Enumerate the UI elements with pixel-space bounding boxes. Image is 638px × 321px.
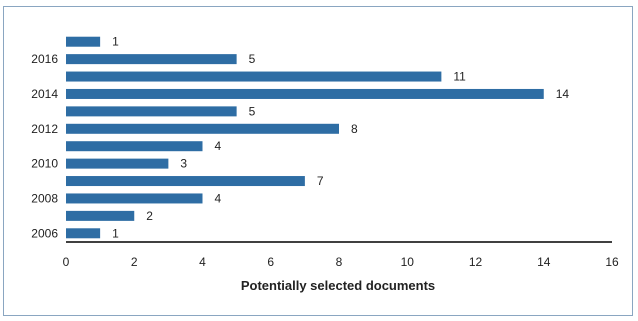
bar-2010: [66, 158, 169, 169]
x-tick-label-2: 2: [131, 255, 138, 269]
bar-2011: [66, 141, 203, 152]
bar-2014: [66, 88, 544, 99]
data-label-2006: 1: [112, 226, 119, 240]
bar-2012: [66, 123, 339, 134]
bars-group: [66, 36, 544, 239]
data-label-2011: 4: [215, 139, 222, 153]
y-ticks-group: 2006 2008 2010 2012 2014 2016: [31, 52, 58, 240]
x-ticks-group: 0 2 4 6 8 10 12 14 16: [63, 255, 619, 269]
data-label-2013: 5: [249, 104, 256, 118]
data-label-2010: 3: [180, 157, 187, 171]
bar-2009: [66, 176, 305, 187]
bar-2015: [66, 71, 442, 82]
y-tick-label-2012: 2012: [31, 122, 58, 136]
bar-2006: [66, 228, 101, 239]
x-axis-title: Potentially selected documents: [241, 278, 435, 293]
data-label-2014: 14: [556, 87, 570, 101]
x-tick-label-6: 6: [267, 255, 274, 269]
bar-2016: [66, 54, 237, 65]
data-label-2016: 5: [249, 52, 256, 66]
x-tick-label-16: 16: [605, 255, 619, 269]
bar-2007: [66, 210, 135, 221]
data-label-2008: 4: [215, 191, 222, 205]
x-tick-label-8: 8: [336, 255, 343, 269]
y-tick-label-2008: 2008: [31, 191, 58, 205]
bar-2008: [66, 193, 203, 204]
data-label-2017: 1: [112, 35, 119, 49]
x-tick-label-14: 14: [537, 255, 551, 269]
y-tick-label-2014: 2014: [31, 87, 58, 101]
y-tick-label-2006: 2006: [31, 226, 58, 240]
bar-2017: [66, 36, 101, 47]
x-tick-label-0: 0: [63, 255, 70, 269]
x-tick-label-10: 10: [401, 255, 415, 269]
data-label-2015: 11: [453, 70, 466, 84]
y-tick-label-2016: 2016: [31, 52, 58, 66]
y-tick-label-2010: 2010: [31, 157, 58, 171]
x-tick-label-4: 4: [199, 255, 206, 269]
x-tick-label-12: 12: [469, 255, 483, 269]
data-label-2007: 2: [146, 209, 153, 223]
data-label-2009: 7: [317, 174, 324, 188]
data-labels-group: 1 2 4 7 3 4 8 5 14 11 5 1: [112, 35, 569, 241]
bar-2013: [66, 106, 237, 117]
data-label-2012: 8: [351, 122, 358, 136]
